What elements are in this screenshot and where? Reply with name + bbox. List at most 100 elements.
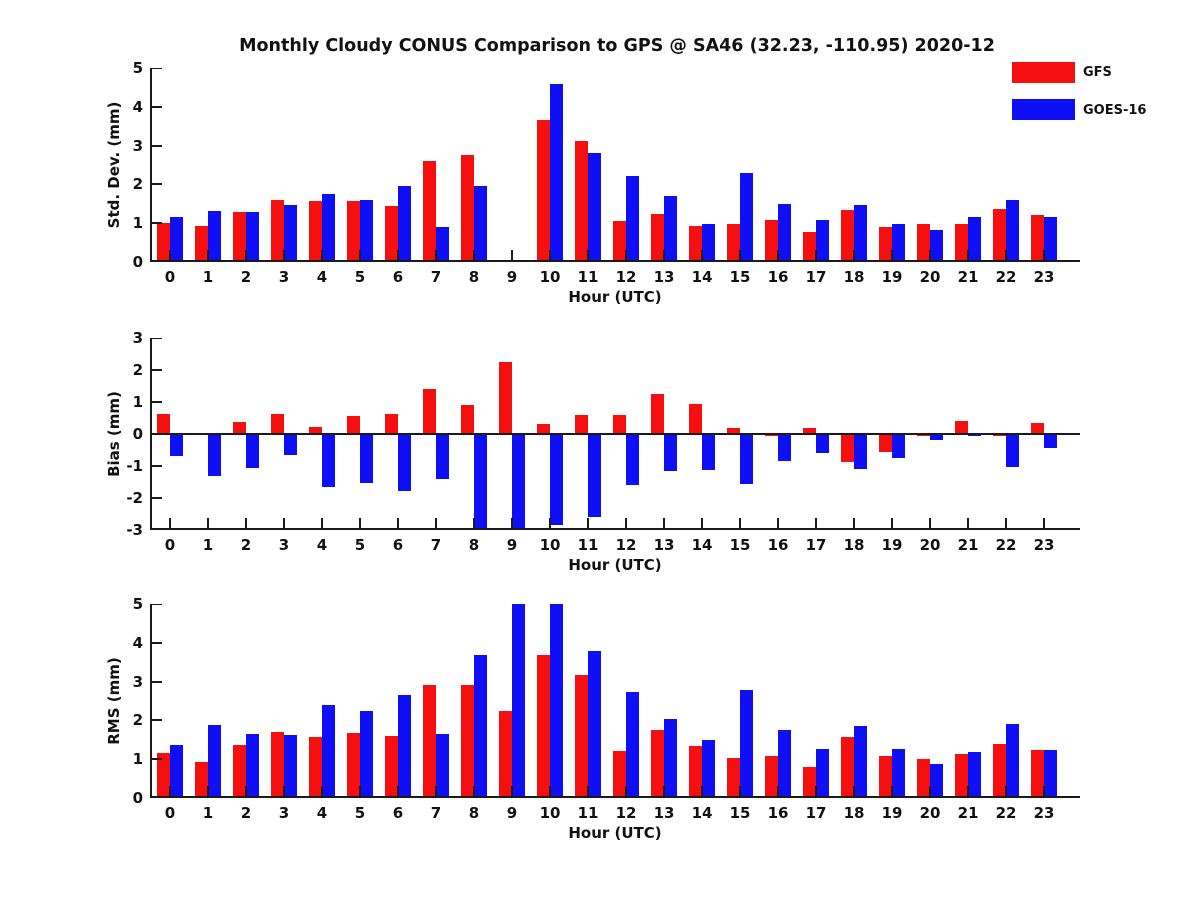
goes16-bar-h5	[360, 711, 373, 798]
x-tick	[511, 250, 513, 260]
x-tick-label: 10	[539, 268, 561, 286]
x-tick	[853, 518, 855, 528]
goes16-bar-h2	[246, 434, 259, 468]
x-tick-label: 18	[843, 536, 865, 554]
gfs-bar-h21	[955, 753, 968, 798]
gfs-bar-h11	[575, 675, 588, 798]
goes16-bar-h11	[588, 650, 601, 798]
gfs-bar-h3	[271, 413, 284, 434]
goes16-bar-h4	[322, 434, 335, 487]
x-tick	[967, 250, 969, 260]
legend-label-gfs: GFS	[1083, 65, 1112, 80]
x-tick	[245, 250, 247, 260]
chart-title: Monthly Cloudy CONUS Comparison to GPS @…	[239, 36, 995, 56]
y-tick	[152, 680, 162, 683]
y-tick-label: 1	[132, 750, 143, 769]
gfs-bar-h8	[461, 154, 474, 262]
x-tick-label: 17	[805, 268, 827, 286]
goes16-bar-h8	[474, 434, 487, 530]
goes16-bar-h5	[360, 434, 373, 484]
gfs-bar-h12	[613, 221, 626, 262]
x-axis	[150, 796, 1080, 798]
goes16-bar-h13	[664, 196, 677, 262]
x-tick-label: 4	[316, 804, 328, 822]
gfs-bar-h0	[157, 413, 170, 434]
y-axis	[150, 338, 152, 530]
x-tick	[587, 518, 589, 528]
x-tick	[473, 250, 475, 260]
gfs-bar-h22	[993, 208, 1006, 262]
x-tick	[245, 786, 247, 796]
goes16-bar-h22	[1006, 434, 1019, 467]
gfs-bar-h13	[651, 729, 664, 798]
gfs-bar-h18	[841, 210, 854, 262]
x-tick	[283, 518, 285, 528]
goes16-bar-h13	[664, 434, 677, 472]
x-tick	[739, 250, 741, 260]
x-tick-label: 13	[653, 268, 675, 286]
x-tick-label: 18	[843, 804, 865, 822]
goes16-bar-h21	[968, 434, 981, 437]
x-tick-label: 8	[468, 804, 480, 822]
gfs-bar-h20	[917, 223, 930, 262]
x-tick	[169, 250, 171, 260]
gfs-bar-h9	[499, 361, 512, 434]
legend-swatch-goes16	[1012, 99, 1075, 120]
gfs-bar-h12	[613, 751, 626, 798]
x-tick	[891, 518, 893, 528]
gfs-bar-h17	[803, 427, 816, 434]
x-tick-label: 1	[202, 536, 214, 554]
gfs-bar-h7	[423, 684, 436, 798]
x-tick-label: 17	[805, 804, 827, 822]
gfs-bar-h6	[385, 735, 398, 798]
goes16-bar-h11	[588, 434, 601, 517]
x-tick	[663, 518, 665, 528]
goes16-bar-h8	[474, 185, 487, 262]
y-tick-label: -3	[126, 521, 143, 539]
goes16-bar-h3	[284, 204, 297, 262]
y-tick	[152, 105, 162, 108]
x-tick	[663, 786, 665, 796]
y-tick-label: 4	[132, 633, 143, 652]
y-tick	[152, 433, 162, 435]
x-tick	[283, 250, 285, 260]
gfs-bar-h5	[347, 732, 360, 798]
goes16-bar-h19	[892, 749, 905, 798]
x-tick	[359, 518, 361, 528]
x-tick-label: 7	[430, 804, 442, 822]
gfs-bar-h21	[955, 223, 968, 262]
x-tick-label: 9	[506, 804, 518, 822]
x-tick-label: 9	[506, 268, 518, 286]
legend-swatch-gfs	[1012, 62, 1075, 83]
gfs-bar-h23	[1031, 749, 1044, 798]
goes16-bar-h0	[170, 434, 183, 456]
goes16-bar-h23	[1044, 434, 1057, 448]
goes16-bar-h17	[816, 434, 829, 454]
x-tick-label: 23	[1033, 268, 1055, 286]
x-tick-label: 16	[767, 268, 789, 286]
gfs-bar-h5	[347, 416, 360, 434]
x-tick-label: 10	[539, 536, 561, 554]
x-tick	[321, 786, 323, 796]
goes16-bar-h3	[284, 734, 297, 798]
x-tick-label: 12	[615, 804, 637, 822]
gfs-bar-h1	[195, 762, 208, 798]
gfs-bar-h13	[651, 213, 664, 262]
goes16-bar-h9	[512, 434, 525, 530]
y-tick-label: 2	[132, 361, 143, 379]
x-tick	[891, 786, 893, 796]
y-tick	[152, 401, 162, 403]
x-tick-label: 21	[957, 804, 979, 822]
x-tick-label: 5	[354, 268, 366, 286]
goes16-bar-h8	[474, 654, 487, 798]
x-tick-label: 3	[278, 804, 290, 822]
xlabel-stddev: Hour (UTC)	[568, 288, 662, 306]
goes16-bar-h20	[930, 434, 943, 440]
gfs-bar-h2	[233, 745, 246, 798]
goes16-bar-h23	[1044, 749, 1057, 798]
y-tick	[152, 497, 162, 499]
x-tick-label: 0	[164, 804, 176, 822]
x-tick	[929, 518, 931, 528]
x-tick-label: 23	[1033, 536, 1055, 554]
